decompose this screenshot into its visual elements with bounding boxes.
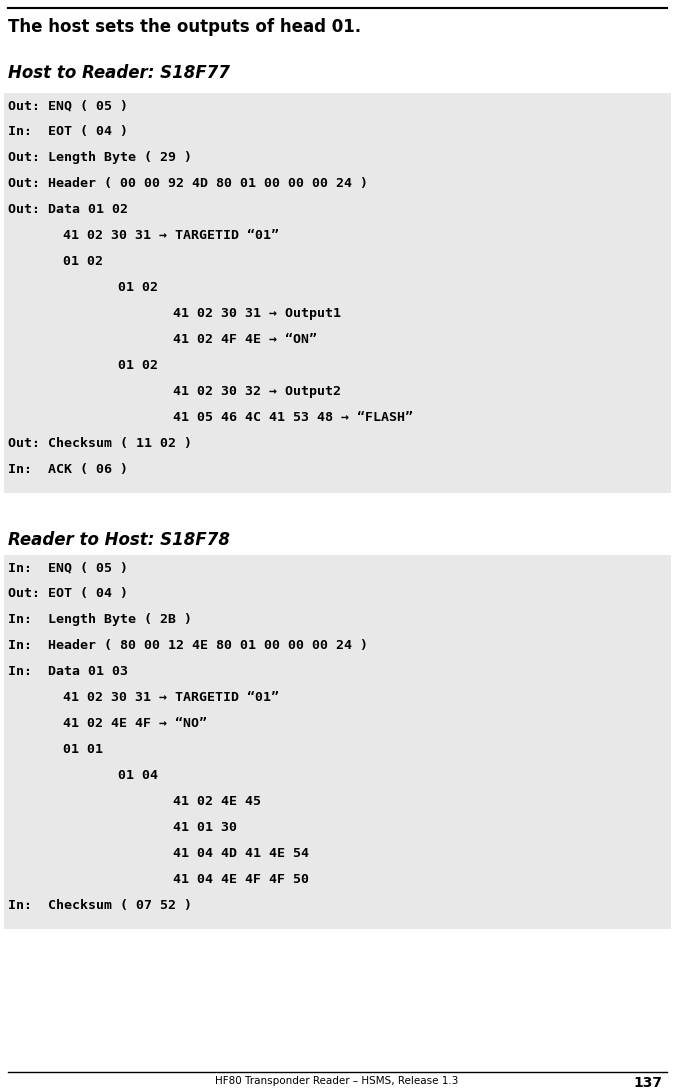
Text: Host to Reader: S18F77: Host to Reader: S18F77 <box>8 64 230 82</box>
Text: 41 05 46 4C 41 53 48 → “FLASH”: 41 05 46 4C 41 53 48 → “FLASH” <box>173 411 413 424</box>
Text: 01 02: 01 02 <box>63 255 103 268</box>
Bar <box>4 555 671 930</box>
Text: The host sets the outputs of head 01.: The host sets the outputs of head 01. <box>8 17 361 36</box>
Text: In:  Checksum ( 07 52 ): In: Checksum ( 07 52 ) <box>8 899 192 912</box>
Text: Reader to Host: S18F78: Reader to Host: S18F78 <box>8 531 230 549</box>
Text: Out: Checksum ( 11 02 ): Out: Checksum ( 11 02 ) <box>8 437 192 449</box>
Text: 137: 137 <box>633 1076 662 1090</box>
Text: 41 02 30 31 → TARGETID “01”: 41 02 30 31 → TARGETID “01” <box>63 691 279 704</box>
Text: 41 02 4F 4E → “ON”: 41 02 4F 4E → “ON” <box>173 333 317 346</box>
Text: 41 01 30: 41 01 30 <box>173 822 237 834</box>
Text: Out: Length Byte ( 29 ): Out: Length Byte ( 29 ) <box>8 151 192 164</box>
Text: Out: ENQ ( 05 ): Out: ENQ ( 05 ) <box>8 99 128 112</box>
Text: 41 02 4E 4F → “NO”: 41 02 4E 4F → “NO” <box>63 717 207 730</box>
Text: 41 02 30 31 → Output1: 41 02 30 31 → Output1 <box>173 307 341 320</box>
Text: Out: Data 01 02: Out: Data 01 02 <box>8 203 128 216</box>
Text: 01 02: 01 02 <box>118 359 158 372</box>
Text: In:  EOT ( 04 ): In: EOT ( 04 ) <box>8 125 128 137</box>
Text: 41 02 30 32 → Output2: 41 02 30 32 → Output2 <box>173 385 341 398</box>
Text: In:  Header ( 80 00 12 4E 80 01 00 00 00 24 ): In: Header ( 80 00 12 4E 80 01 00 00 00 … <box>8 639 368 652</box>
Text: In:  Data 01 03: In: Data 01 03 <box>8 666 128 678</box>
Text: Out: EOT ( 04 ): Out: EOT ( 04 ) <box>8 587 128 600</box>
Text: In:  ACK ( 06 ): In: ACK ( 06 ) <box>8 463 128 476</box>
Text: 41 04 4E 4F 4F 50: 41 04 4E 4F 4F 50 <box>173 873 309 886</box>
Text: 01 04: 01 04 <box>118 769 158 782</box>
Text: 41 02 4E 45: 41 02 4E 45 <box>173 795 261 808</box>
Text: HF80 Transponder Reader – HSMS, Release 1.3: HF80 Transponder Reader – HSMS, Release … <box>215 1076 459 1086</box>
Text: 01 02: 01 02 <box>118 281 158 293</box>
Text: Out: Header ( 00 00 92 4D 80 01 00 00 00 24 ): Out: Header ( 00 00 92 4D 80 01 00 00 00… <box>8 177 368 190</box>
Bar <box>4 93 671 493</box>
Text: 41 02 30 31 → TARGETID “01”: 41 02 30 31 → TARGETID “01” <box>63 229 279 242</box>
Text: 01 01: 01 01 <box>63 743 103 756</box>
Text: 41 04 4D 41 4E 54: 41 04 4D 41 4E 54 <box>173 847 309 860</box>
Text: In:  Length Byte ( 2B ): In: Length Byte ( 2B ) <box>8 613 192 626</box>
Text: In:  ENQ ( 05 ): In: ENQ ( 05 ) <box>8 561 128 574</box>
